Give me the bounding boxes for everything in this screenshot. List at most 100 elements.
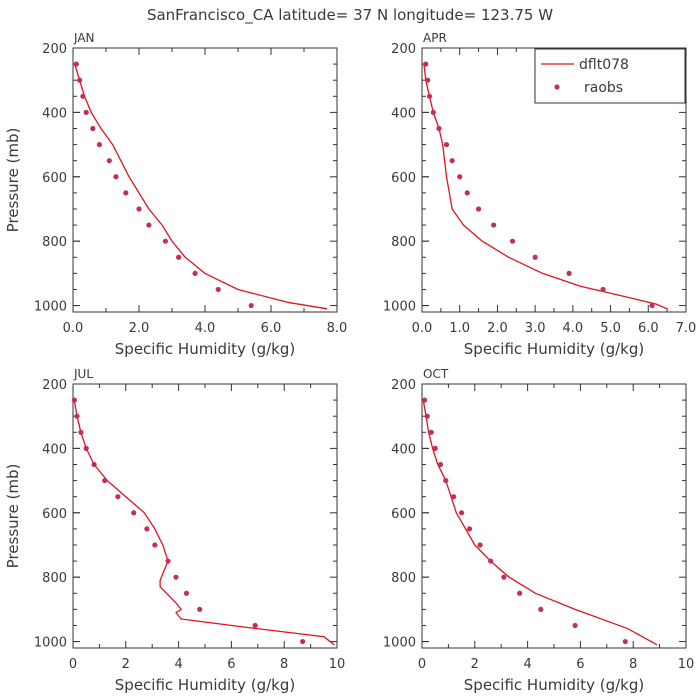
raobs-point bbox=[538, 606, 544, 612]
legend-model-label: dflt078 bbox=[579, 57, 629, 73]
x-tick-label: 4.0 bbox=[195, 321, 216, 336]
x-tick-label: 0.0 bbox=[63, 321, 84, 336]
y-tick-label: 400 bbox=[42, 442, 67, 457]
panel-jan: JAN 200 400 600 800 1000 0.0 2.0 4.0 6.0 8.0 Specif… bbox=[4, 31, 347, 358]
y-tick-label: 400 bbox=[391, 442, 416, 457]
raobs-point bbox=[475, 206, 482, 212]
raobs-point bbox=[509, 238, 516, 244]
x-tick-label: 6 bbox=[576, 657, 584, 672]
x-tick-label: 10 bbox=[329, 657, 346, 672]
x-tick-label: 8 bbox=[629, 657, 637, 672]
raobs-point bbox=[136, 206, 142, 212]
raobs-point bbox=[183, 590, 190, 596]
raobs-point bbox=[162, 238, 168, 244]
x-tick-label: 4 bbox=[523, 657, 531, 672]
x-tick-label: 2 bbox=[471, 657, 479, 672]
raobs-point bbox=[436, 125, 442, 132]
x-tick-label: 2.0 bbox=[129, 321, 150, 336]
raobs-point bbox=[477, 542, 483, 548]
raobs-point bbox=[215, 286, 221, 293]
raobs-point bbox=[488, 558, 494, 564]
raobs-point bbox=[425, 77, 431, 83]
raobs-point bbox=[106, 158, 112, 164]
y-tick-label: 600 bbox=[42, 507, 67, 522]
raobs-point bbox=[173, 574, 179, 580]
raobs-point bbox=[102, 477, 108, 484]
raobs-point bbox=[464, 190, 470, 196]
raobs-point bbox=[131, 510, 137, 516]
panel-label: JAN bbox=[73, 31, 95, 45]
series-line-dflt078 bbox=[422, 399, 658, 646]
raobs-point bbox=[437, 461, 444, 468]
plot-frame bbox=[72, 47, 338, 313]
y-tick-label: 600 bbox=[391, 171, 416, 186]
plot-frame bbox=[421, 383, 687, 649]
y-tick-label: 800 bbox=[42, 235, 67, 250]
raobs-point bbox=[566, 270, 572, 276]
x-tick-label: 3.0 bbox=[525, 321, 546, 336]
raobs-point bbox=[83, 445, 89, 451]
raobs-point bbox=[451, 494, 457, 500]
raobs-point bbox=[73, 61, 79, 67]
raobs-point bbox=[466, 526, 473, 532]
raobs-point bbox=[300, 638, 306, 645]
series-line-dflt078 bbox=[74, 63, 328, 310]
raobs-point bbox=[649, 302, 655, 309]
y-tick-label: 800 bbox=[42, 571, 67, 586]
y-tick-label: 400 bbox=[42, 106, 67, 121]
x-tick-label: 0 bbox=[69, 657, 77, 672]
raobs-point bbox=[600, 286, 606, 293]
legend-dot-swatch bbox=[554, 84, 560, 90]
raobs-point bbox=[176, 254, 182, 260]
legend-obs-label: raobs bbox=[584, 80, 623, 96]
y-tick-label: 1000 bbox=[34, 636, 67, 651]
x-tick-label: 8 bbox=[280, 657, 288, 672]
raobs-point bbox=[197, 606, 203, 612]
x-tick-label: 2 bbox=[122, 657, 130, 672]
y-tick-label: 800 bbox=[391, 235, 416, 250]
raobs-point bbox=[426, 93, 433, 99]
x-axis-label: Specific Humidity (g/kg) bbox=[464, 340, 644, 358]
raobs-point bbox=[80, 93, 86, 99]
y-tick-label: 1000 bbox=[383, 636, 416, 651]
x-tick-label: 7.0 bbox=[676, 321, 697, 336]
raobs-point bbox=[115, 494, 121, 500]
raobs-point bbox=[428, 429, 434, 435]
x-tick-label: 4.0 bbox=[563, 321, 584, 336]
y-tick-label: 1000 bbox=[383, 300, 416, 315]
x-tick-label: 6.0 bbox=[261, 321, 282, 336]
raobs-point bbox=[113, 174, 119, 180]
panel-apr: APR 200 400 600 800 1000 0.0 1.0 2.0 3.0 4.0 5.0 6.0… bbox=[383, 31, 696, 358]
raobs-point bbox=[146, 222, 152, 228]
panel-label: JUL bbox=[73, 367, 93, 381]
x-tick-label: 6.0 bbox=[638, 321, 659, 336]
raobs-point bbox=[252, 622, 258, 629]
raobs-point bbox=[123, 190, 129, 196]
y-tick-label: 200 bbox=[42, 378, 67, 393]
raobs-point bbox=[432, 445, 438, 451]
legend: dflt078 raobs bbox=[534, 48, 686, 104]
raobs-point bbox=[424, 413, 430, 419]
x-tick-label: 2.0 bbox=[487, 321, 508, 336]
x-axis-label: Specific Humidity (g/kg) bbox=[464, 676, 644, 694]
y-axis-label: Pressure (mb) bbox=[4, 464, 22, 569]
raobs-point bbox=[192, 270, 198, 276]
raobs-point bbox=[491, 222, 497, 228]
raobs-point bbox=[165, 558, 171, 564]
raobs-point bbox=[517, 590, 523, 596]
raobs-point bbox=[152, 542, 158, 548]
series-line-dflt078 bbox=[73, 399, 335, 646]
y-tick-label: 800 bbox=[391, 571, 416, 586]
y-tick-label: 200 bbox=[391, 378, 416, 393]
raobs-point bbox=[74, 413, 80, 419]
y-tick-label: 600 bbox=[42, 171, 67, 186]
figure-title: SanFrancisco_CA latitude= 37 N longitude… bbox=[147, 6, 553, 25]
x-tick-label: 4 bbox=[174, 657, 182, 672]
raobs-point bbox=[90, 125, 96, 132]
y-axis-label: Pressure (mb) bbox=[4, 128, 22, 233]
raobs-point bbox=[423, 61, 429, 67]
